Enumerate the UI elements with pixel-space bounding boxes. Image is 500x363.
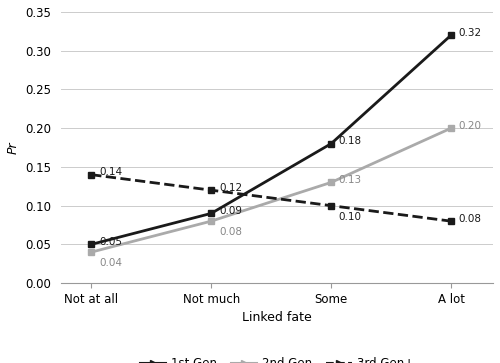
Text: 0.09: 0.09 [220,206,242,216]
Text: 0.13: 0.13 [338,175,361,185]
Text: 0.10: 0.10 [338,212,361,221]
Text: 0.12: 0.12 [220,183,242,193]
X-axis label: Linked fate: Linked fate [242,311,312,325]
Y-axis label: Pr: Pr [7,141,20,154]
Text: 0.08: 0.08 [458,214,481,224]
Text: 0.04: 0.04 [100,258,122,268]
Text: 0.14: 0.14 [100,167,122,178]
Text: 0.32: 0.32 [458,28,481,38]
Text: 0.08: 0.08 [220,227,242,237]
Text: 0.20: 0.20 [458,121,481,131]
Legend: 1st Gen, 2nd Gen, 3rd Gen+: 1st Gen, 2nd Gen, 3rd Gen+ [136,352,418,363]
Text: 0.05: 0.05 [100,237,122,247]
Text: 0.18: 0.18 [338,136,361,146]
